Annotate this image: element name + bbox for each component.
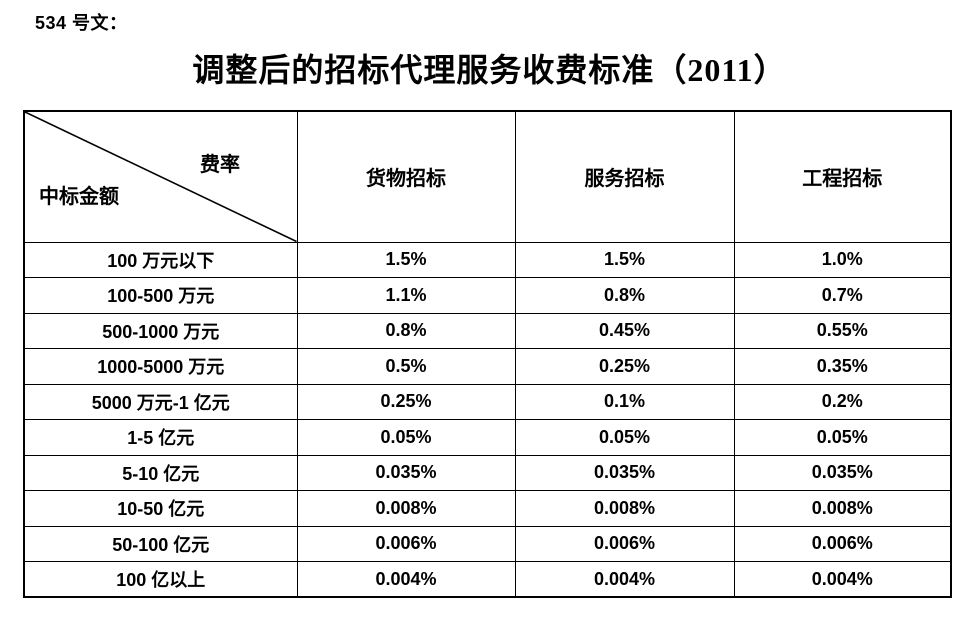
amount-cell: 100 万元以下 — [23, 241, 298, 278]
rate-cell-goods: 0.035% — [296, 454, 516, 491]
amount-cell: 50-100 亿元 — [23, 525, 298, 562]
page-title: 调整后的招标代理服务收费标准（2011） — [192, 52, 787, 88]
rate-cell-services: 0.004% — [514, 561, 735, 598]
rate-cell-services: 0.45% — [514, 312, 735, 349]
table-row: 500-1000 万元 0.8% 0.45% 0.55% — [23, 312, 952, 349]
rate-cell-goods: 0.006% — [296, 525, 516, 562]
rate-cell-services: 0.035% — [514, 454, 735, 491]
rate-cell-goods: 0.008% — [296, 490, 516, 527]
rate-cell-goods: 0.05% — [296, 419, 516, 456]
column-header-goods: 货物招标 — [296, 110, 516, 243]
rate-cell-goods: 0.004% — [296, 561, 516, 598]
table-row: 100 亿以上 0.004% 0.004% 0.004% — [23, 561, 952, 598]
table-body: 100 万元以下 1.5% 1.5% 1.0% 100-500 万元 1.1% … — [23, 241, 952, 598]
amount-cell: 1-5 亿元 — [23, 419, 298, 456]
rate-cell-engineering: 0.2% — [733, 383, 952, 420]
diagonal-header-cell: 费率 中标金额 — [23, 110, 298, 243]
amount-cell: 10-50 亿元 — [23, 490, 298, 527]
rate-cell-goods: 1.1% — [296, 277, 516, 314]
table-row: 5-10 亿元 0.035% 0.035% 0.035% — [23, 454, 952, 491]
amount-cell: 100-500 万元 — [23, 277, 298, 314]
rate-cell-engineering: 0.35% — [733, 348, 952, 385]
rate-cell-services: 0.05% — [514, 419, 735, 456]
table-header-row: 费率 中标金额 货物招标 服务招标 工程招标 — [23, 110, 952, 243]
rate-cell-services: 0.8% — [514, 277, 735, 314]
amount-cell: 5-10 亿元 — [23, 454, 298, 491]
table-row: 100-500 万元 1.1% 0.8% 0.7% — [23, 277, 952, 314]
table-row: 100 万元以下 1.5% 1.5% 1.0% — [23, 241, 952, 278]
rate-cell-services: 0.006% — [514, 525, 735, 562]
rate-cell-goods: 0.8% — [296, 312, 516, 349]
table-row: 10-50 亿元 0.008% 0.008% 0.008% — [23, 490, 952, 527]
corner-label-rate: 费率 — [200, 154, 240, 176]
diagonal-divider-line — [25, 112, 297, 242]
rate-cell-engineering: 0.55% — [733, 312, 952, 349]
rate-cell-engineering: 0.006% — [733, 525, 952, 562]
table-row: 1-5 亿元 0.05% 0.05% 0.05% — [23, 419, 952, 456]
rate-cell-engineering: 0.004% — [733, 561, 952, 598]
fee-table: 费率 中标金额 货物招标 服务招标 工程招标 100 万元以下 1.5% 1.5… — [23, 110, 952, 598]
amount-cell: 5000 万元-1 亿元 — [23, 383, 298, 420]
rate-cell-services: 0.1% — [514, 383, 735, 420]
rate-cell-goods: 0.5% — [296, 348, 516, 385]
rate-cell-engineering: 1.0% — [733, 241, 952, 278]
amount-cell: 100 亿以上 — [23, 561, 298, 598]
rate-cell-engineering: 0.008% — [733, 490, 952, 527]
rate-cell-goods: 1.5% — [296, 241, 516, 278]
table-row: 50-100 亿元 0.006% 0.006% 0.006% — [23, 525, 952, 562]
table-row: 1000-5000 万元 0.5% 0.25% 0.35% — [23, 348, 952, 385]
rate-cell-services: 1.5% — [514, 241, 735, 278]
rate-cell-services: 0.008% — [514, 490, 735, 527]
rate-cell-services: 0.25% — [514, 348, 735, 385]
column-header-services: 服务招标 — [514, 110, 735, 243]
rate-cell-engineering: 0.05% — [733, 419, 952, 456]
amount-cell: 500-1000 万元 — [23, 312, 298, 349]
amount-cell: 1000-5000 万元 — [23, 348, 298, 385]
table-row: 5000 万元-1 亿元 0.25% 0.1% 0.2% — [23, 383, 952, 420]
doc-number-label: 534 号文： — [35, 13, 128, 33]
column-header-engineering: 工程招标 — [733, 110, 952, 243]
rate-cell-engineering: 0.7% — [733, 277, 952, 314]
rate-cell-engineering: 0.035% — [733, 454, 952, 491]
rate-cell-goods: 0.25% — [296, 383, 516, 420]
corner-label-amount: 中标金额 — [39, 186, 119, 208]
